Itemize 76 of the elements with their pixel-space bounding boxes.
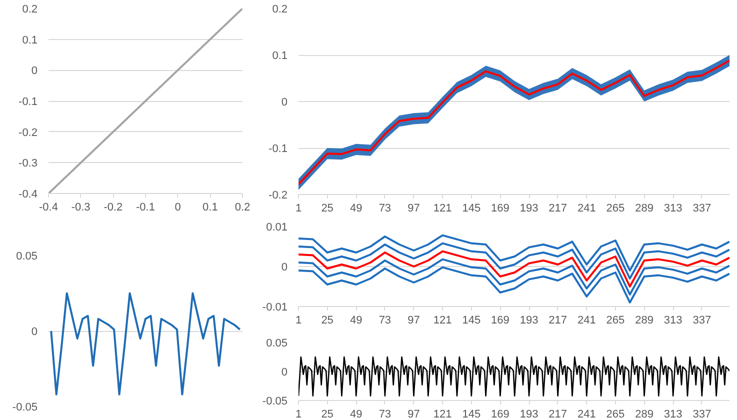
x-tick-label: 25 [321,202,334,214]
y-tick-label: 0.1 [22,34,38,46]
y-tick-label: 0.2 [272,4,288,16]
x-tick-label: 0.2 [234,202,250,214]
x-tick-label: 49 [350,202,362,214]
y-tick-label: 0 [31,65,38,78]
x-tick-label: 0.1 [202,202,218,214]
x-tick-label: 73 [378,408,392,420]
line-series [50,292,241,396]
x-tick-label: 241 [577,202,596,214]
x-tick-label: 313 [664,408,682,420]
x-tick-label: 73 [378,314,392,326]
line-series [298,250,730,288]
x-tick-label: 169 [491,202,510,214]
x-tick-label: 337 [692,408,712,420]
y-tick-label: 0.2 [22,4,38,16]
y-tick-label: 0 [31,326,38,338]
x-tick-label: 121 [433,314,452,326]
y-tick-label: 0.01 [266,222,288,234]
x-tick-label: -0.4 [39,202,58,214]
x-tick-label: 313 [664,202,682,214]
y-tick-label: 0 [281,262,288,274]
x-tick-label: 49 [350,408,362,420]
x-tick-label: 217 [548,314,568,326]
x-tick-label: 265 [606,408,625,420]
x-tick-label: -0.2 [104,202,123,214]
x-tick-label: 97 [408,202,420,214]
x-tick-label: 193 [520,408,538,420]
x-tick-label: 337 [692,202,712,214]
x-tick-label: 1 [295,202,302,214]
x-tick-label: 25 [321,408,334,420]
line-series [298,356,730,397]
y-tick-label: 0.05 [16,250,38,262]
y-tick-label: 0.1 [272,50,288,62]
x-tick-label: 193 [520,202,538,214]
x-tick-label: 241 [577,314,596,326]
x-tick-label: 289 [635,202,654,214]
y-tick-label: -0.05 [262,396,288,408]
y-tick-label: 0 [281,366,288,378]
x-tick-label: 0 [174,202,181,214]
x-tick-label: 25 [321,314,334,326]
x-tick-label: 145 [462,202,481,214]
x-tick-label: 145 [462,408,481,420]
y-tick-label: -0.1 [268,143,288,155]
x-tick-label: 73 [378,202,392,214]
x-tick-label: 313 [664,314,682,326]
x-tick-label: 193 [520,314,538,326]
x-tick-label: 145 [462,314,481,326]
x-tick-label: 241 [577,408,596,420]
x-tick-label: 1 [295,408,302,420]
y-tick-label: -0.05 [12,402,38,414]
y-tick-label: -0.1 [18,96,38,108]
x-tick-label: 121 [433,202,452,214]
x-tick-label: 1 [295,314,302,326]
x-tick-label: 265 [606,202,625,214]
x-tick-label: 49 [350,314,362,326]
x-tick-label: 289 [635,314,654,326]
x-tick-label: -0.1 [136,202,155,214]
x-tick-label: 217 [548,408,568,420]
x-tick-label: 217 [548,202,568,214]
x-tick-label: 169 [491,408,510,420]
x-tick-label: -0.3 [71,202,90,214]
x-tick-label: 265 [606,314,625,326]
y-tick-label: -0.4 [18,188,38,200]
y-tick-label: -0.2 [268,190,288,202]
x-tick-label: 121 [433,408,452,420]
x-tick-label: 169 [491,314,510,326]
y-tick-label: 0.05 [266,338,288,350]
y-tick-label: -0.01 [262,302,288,314]
x-tick-label: 97 [408,314,420,326]
x-tick-label: 289 [635,408,654,420]
x-tick-label: 97 [408,408,420,420]
y-tick-label: 0 [281,96,288,108]
y-tick-label: -0.2 [18,126,38,139]
y-tick-label: -0.3 [18,158,38,170]
x-tick-label: 337 [692,314,712,326]
